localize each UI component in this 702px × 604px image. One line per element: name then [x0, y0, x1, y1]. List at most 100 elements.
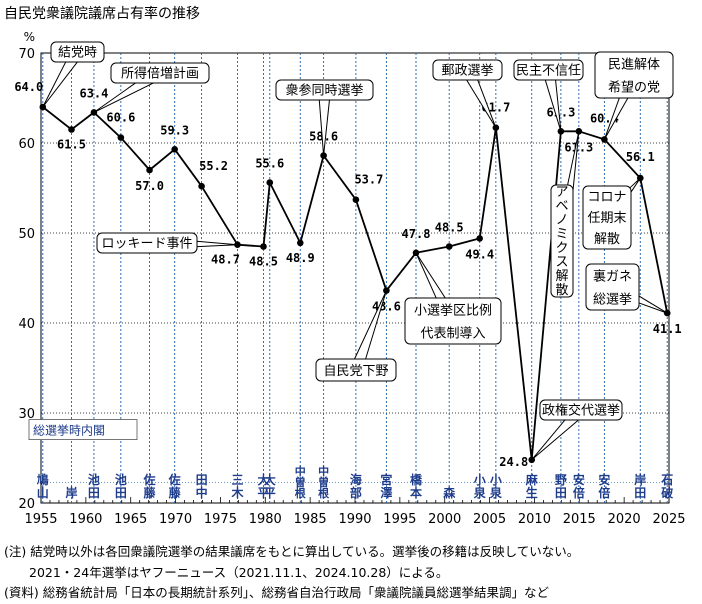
y-tick-label: 50	[18, 227, 35, 242]
data-label: 48.9	[286, 251, 315, 265]
callout-text: 小選挙区比例代表制導入	[414, 304, 492, 342]
page-title: 自民党衆議院議席占有率の推移	[4, 6, 200, 22]
data-point	[198, 182, 205, 190]
data-label: 55.6	[255, 157, 284, 171]
cabinet-band-box	[28, 419, 138, 441]
cabinet-label: 池田	[115, 472, 127, 500]
cabinet-label: 橋本	[410, 472, 423, 500]
callout-text: 所得倍増計画	[121, 65, 199, 81]
callout-text: アベノミクス解散	[555, 185, 568, 298]
callout-box	[432, 59, 503, 81]
callout-box	[513, 59, 584, 81]
callout-text: 衆参同時選挙	[285, 82, 363, 98]
data-label: 48.7	[211, 253, 240, 267]
callout-text: ロッキード事件	[101, 236, 192, 251]
callout-text: 郵政選挙	[441, 63, 493, 78]
cabinet-label: 小泉	[490, 472, 503, 500]
x-tick-label: 1975	[204, 512, 237, 527]
callout-box	[50, 41, 105, 63]
data-point	[266, 179, 274, 186]
cabinet-label: 森	[443, 485, 456, 500]
note-line-1: (注) 結党時以外は各回衆議院選挙の結果議席をもとに算出している。選挙後の移籍は…	[4, 544, 580, 559]
cabinet-label: 大平	[257, 472, 269, 500]
callout-box	[110, 62, 210, 84]
callout-box	[96, 232, 198, 254]
callout-box	[404, 297, 502, 345]
note-line-3: (資料) 総務省統計局「日本の長期統計系列」、総務省自治行政局「衆議院議員総選挙…	[4, 585, 549, 600]
x-tick-label: 1965	[114, 512, 147, 527]
callout-text: 政権交代選挙	[542, 402, 620, 418]
callout-text: コロナ任期末解散	[587, 190, 626, 247]
callout-box	[275, 79, 374, 101]
data-label: 64.0	[14, 80, 43, 94]
cabinet-label: 宮澤	[380, 472, 392, 500]
data-point	[146, 166, 153, 174]
data-label: 59.3	[160, 123, 189, 137]
x-tick-label: 1990	[338, 512, 371, 527]
note-line-2: 2021・24年選挙はヤフーニュース（2021.11.1、2024.10.28）…	[4, 565, 449, 580]
cabinet-label: 田中	[196, 473, 208, 500]
cabinet-label: 海部	[350, 472, 362, 500]
cabinet-label: 野田	[555, 473, 567, 500]
data-point	[296, 239, 304, 247]
cabinet-label: 安倍	[573, 472, 585, 500]
data-label: 48.5	[435, 221, 464, 235]
data-label: 24.8	[499, 455, 528, 469]
cabinet-label: 大平	[264, 472, 276, 500]
x-tick-label: 2015	[563, 512, 596, 527]
data-point	[352, 196, 360, 203]
callout-box	[582, 185, 632, 250]
y-tick-label: 40	[18, 317, 35, 332]
data-point	[68, 126, 75, 133]
callout-box	[585, 263, 640, 311]
cabinet-label: 佐藤	[143, 472, 157, 500]
y-tick-label: 70	[18, 47, 35, 62]
data-label: 56.1	[626, 150, 655, 164]
x-tick-label: 2000	[428, 512, 461, 527]
data-label: 41.1	[653, 322, 682, 336]
data-point	[445, 243, 453, 250]
callout-text: 裏ガネ総選挙	[593, 270, 632, 308]
data-label: 49.4	[465, 247, 494, 261]
x-tick-label: 1955	[24, 512, 57, 527]
x-tick-label: 1985	[294, 512, 327, 527]
data-label: 55.2	[199, 159, 228, 173]
x-tick-label: 1980	[249, 512, 282, 527]
y-tick-label: 20	[18, 497, 35, 512]
x-tick-label: 1970	[159, 512, 192, 527]
cabinet-label: 麻生	[525, 472, 539, 500]
y-tick-label: 60	[18, 137, 35, 152]
x-tick-label: 2020	[608, 512, 641, 527]
data-label: 48.5	[249, 255, 278, 269]
data-label: 63.4	[79, 86, 108, 100]
callout-text: 民主不信任	[516, 63, 581, 78]
cabinet-label: 石破	[660, 473, 673, 500]
data-label: 61.5	[57, 138, 86, 152]
x-tick-label: 2005	[473, 512, 506, 527]
y-axis-unit: %	[24, 30, 35, 44]
cabinet-label: 三木	[230, 473, 244, 500]
cabinet-label: 安倍	[598, 472, 610, 500]
cabinet-label: 岸田	[634, 472, 646, 500]
cabinet-label: 岸	[65, 485, 77, 500]
x-tick-label: 2025	[652, 512, 685, 527]
data-label: 60.6	[106, 111, 135, 125]
data-label: 57.0	[135, 179, 164, 193]
callout-text: 結党時	[58, 45, 97, 60]
data-point	[260, 243, 267, 250]
callout-box	[315, 358, 397, 382]
callout-box	[594, 51, 674, 99]
data-point	[476, 235, 484, 242]
cabinet-label: 佐藤	[168, 472, 182, 500]
callout-box	[550, 184, 574, 298]
callout-box	[539, 399, 623, 421]
cabinet-label: 鳩山	[37, 472, 49, 500]
data-point	[171, 146, 178, 153]
callout-text: 民進解体希望の党	[608, 58, 660, 96]
data-label: 61.3	[564, 140, 593, 154]
data-point	[117, 134, 125, 141]
x-tick-label: 1995	[383, 512, 416, 527]
line-chart: 20 30 40 50 60 70% 1955 1960 1965 1970 1975 1980 198…	[14, 30, 685, 527]
x-tick-label: 2010	[518, 512, 551, 527]
cabinet-label: 池田	[88, 472, 100, 500]
